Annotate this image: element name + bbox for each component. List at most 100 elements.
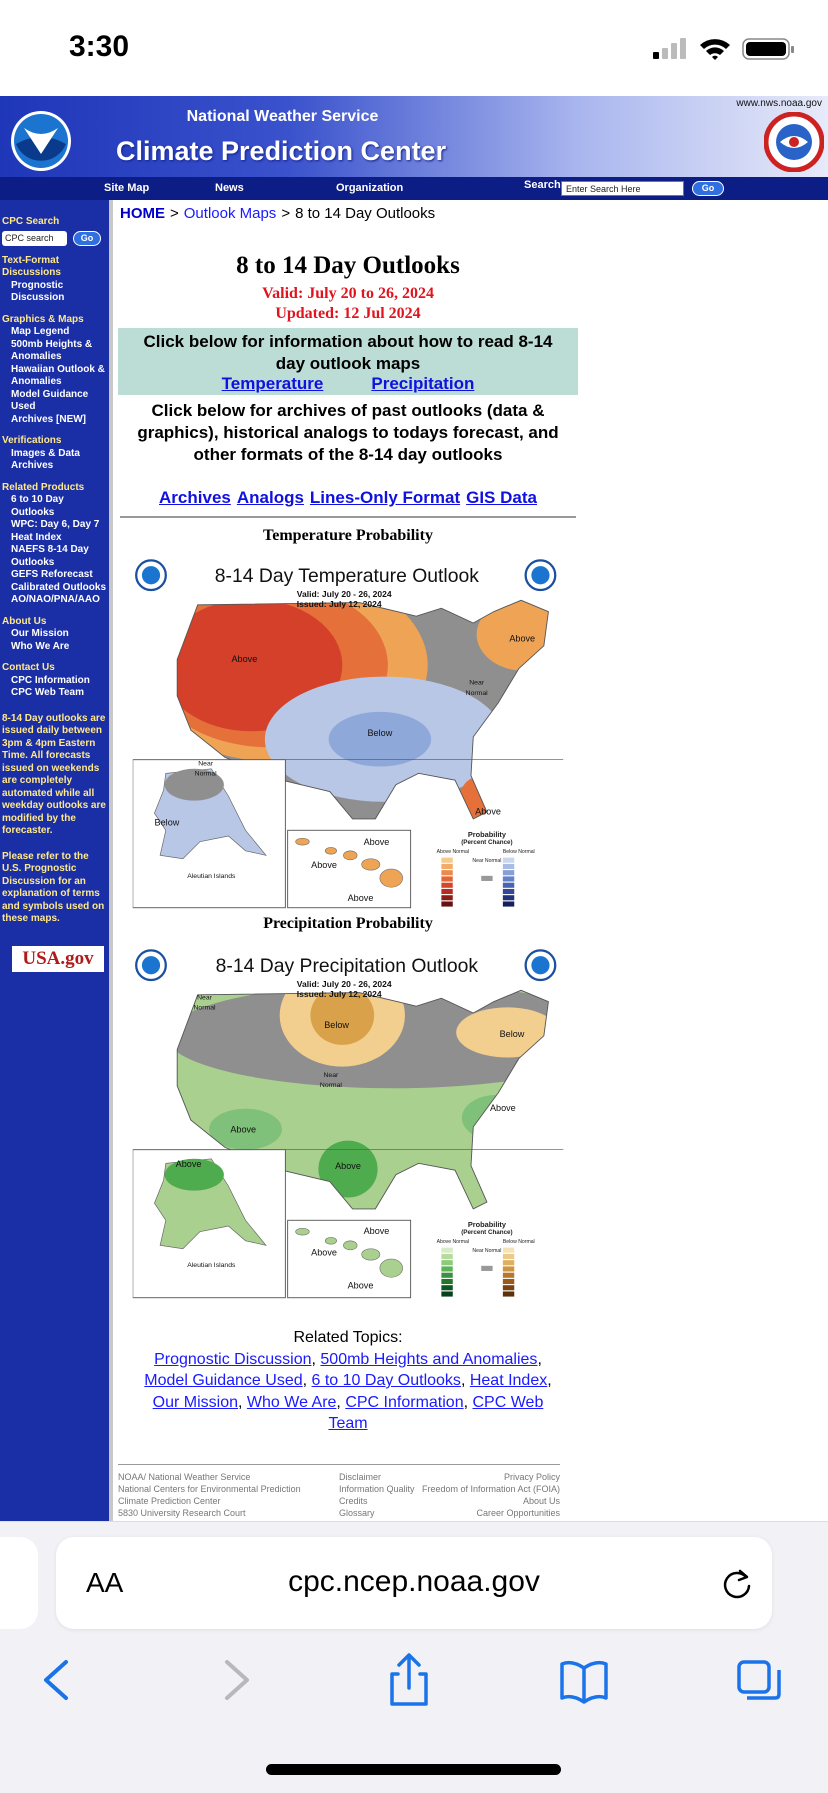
breadcrumb: HOME > Outlook Maps >8 to 14 Day Outlooks [120, 205, 435, 222]
sidebar-link[interactable]: Images & Data Archives [11, 447, 80, 472]
updated-date: Updated: 12 Jul 2024 [275, 305, 421, 322]
nav-link[interactable]: News [215, 182, 244, 194]
footer-text[interactable]: Disclaimer [339, 1472, 382, 1482]
breadcrumb-item[interactable]: Outlook Maps [183, 205, 277, 222]
probability-region [328, 711, 432, 767]
related-link[interactable]: Prognostic Discussion [154, 1350, 312, 1368]
footer-text[interactable]: About Us [522, 1496, 560, 1506]
sidebar-search-input[interactable]: CPC search [2, 230, 67, 246]
legend-swatch [441, 888, 453, 895]
legend-swatch [502, 1272, 515, 1278]
hawaii-island [361, 858, 381, 871]
previous-tab[interactable] [0, 1537, 38, 1629]
site-title: Climate Prediction Center [116, 136, 447, 166]
legend-text: Below Normal [503, 1239, 535, 1245]
noaa-logo[interactable] [10, 110, 72, 172]
sidebar-link[interactable]: 6 to 10 Day Outlooks [11, 494, 64, 518]
address-bar[interactable]: AA cpc.ncep.noaa.gov [56, 1537, 772, 1629]
address-text[interactable]: cpc.ncep.noaa.gov [288, 1565, 540, 1598]
bookmarks-button[interactable] [560, 1660, 608, 1704]
nav-link[interactable]: Organization [336, 182, 404, 194]
map-valid: Valid: July 20 - 26, 2024 [297, 589, 392, 599]
search-input[interactable]: Enter Search Here [561, 181, 684, 196]
tabs-button[interactable] [737, 1660, 781, 1700]
sidebar-search-button[interactable]: Go [73, 230, 101, 246]
sidebar-link[interactable]: Map Legend [11, 326, 70, 337]
sidebar-link[interactable]: Archives [NEW] [11, 413, 87, 425]
map-label: Above [311, 860, 337, 870]
related-link[interactable]: Our Mission [152, 1393, 238, 1411]
related-link[interactable]: 500mb Heights and Anomalies [320, 1350, 538, 1368]
nws-logo[interactable] [764, 112, 824, 172]
legend-swatch [502, 1285, 515, 1291]
sidebar-notes: 8-14 Day outlooks are issued daily betwe… [2, 713, 109, 926]
text-size-button[interactable]: AA [86, 1567, 124, 1598]
sidebar-link[interactable]: CPC Web Team [11, 687, 84, 698]
related-link[interactable]: CPC Web Team [328, 1393, 544, 1433]
related-link[interactable]: 6 to 10 Day Outlooks [311, 1372, 461, 1389]
legend-swatch [441, 1266, 453, 1272]
archive-link[interactable]: GIS Data [466, 488, 537, 507]
sidebar-heading: Related Products [2, 481, 85, 493]
footer-text[interactable]: Privacy Policy [503, 1472, 560, 1482]
sidebar-link[interactable]: Hawaiian Outlook & Anomalies [11, 363, 105, 388]
map-label: Above [335, 1161, 361, 1171]
agency-seal-center [141, 956, 161, 975]
sidebar-search: CPC search Go [2, 230, 109, 246]
sidebar-link[interactable]: AO/NAO/PNA/AAO [11, 594, 100, 605]
site-banner: National Weather Service Climate Predict… [0, 96, 828, 177]
search-button[interactable]: Go [692, 181, 724, 196]
footer-text[interactable]: Information Quality [339, 1484, 415, 1494]
map-issued: Issued: July 12, 2024 [297, 599, 382, 609]
map-title: 8-14 Day Precipitation Outlook [216, 955, 479, 977]
related-link[interactable]: Who We Are [246, 1393, 337, 1411]
related-separator: , [238, 1393, 243, 1411]
usagov-logo[interactable]: USA.gov [12, 945, 104, 972]
sidebar-link[interactable]: Prognostic Discussion [11, 279, 65, 304]
forward-button[interactable] [225, 1660, 249, 1700]
legend-swatch [502, 876, 515, 882]
sidebar-note: 8-14 Day outlooks are issued daily betwe… [2, 712, 106, 837]
sidebar-link[interactable]: NAEFS 8-14 Day Outlooks [11, 544, 89, 568]
conus-outline [176, 599, 549, 820]
related-link[interactable]: CPC Information [345, 1393, 464, 1411]
info-link[interactable]: Temperature [221, 374, 324, 393]
sidebar-link[interactable]: GEFS Reforecast Calibrated Outlooks [11, 569, 107, 593]
footer-text[interactable]: Credits [339, 1496, 368, 1506]
footer-text[interactable]: Glossary [339, 1508, 375, 1518]
footer-text[interactable]: Career Opportunities [476, 1508, 560, 1518]
legend-swatch [441, 863, 453, 870]
related-link[interactable]: Heat Index [469, 1372, 548, 1389]
breadcrumb-separator: > [170, 205, 179, 222]
sidebar-link[interactable]: WPC: Day 6, Day 7 Heat Index [11, 519, 100, 543]
breadcrumb-item[interactable]: HOME [120, 205, 165, 222]
legend-swatch [502, 857, 515, 863]
legend-swatch [502, 901, 515, 907]
archive-link[interactable]: Analogs [236, 488, 304, 507]
site-url: www.nws.noaa.gov [736, 98, 822, 109]
archive-text: Click below for archives of past outlook… [137, 401, 559, 464]
footer-right: Privacy Policy Freedom of Information Act… [360, 1471, 560, 1519]
nav-link[interactable]: Site Map [104, 182, 150, 194]
sidebar-link[interactable]: Model Guidance Used [11, 388, 89, 413]
search-label: Search [524, 179, 561, 191]
footer-divider [118, 1464, 560, 1465]
legend-swatch [441, 857, 453, 863]
hawaii-island [295, 837, 310, 846]
back-button[interactable] [44, 1660, 68, 1700]
hawaii-island [343, 850, 358, 861]
related-link[interactable]: Model Guidance Used [144, 1372, 303, 1389]
archive-link[interactable]: Lines-Only Format [309, 488, 461, 507]
footer-text[interactable]: Freedom of Information Act (FOIA) [421, 1484, 560, 1494]
archive-link[interactable]: Archives [159, 488, 231, 507]
share-button[interactable] [390, 1653, 428, 1706]
info-link[interactable]: Precipitation [371, 374, 475, 393]
sidebar-link[interactable]: Who We Are [11, 640, 70, 652]
reload-button[interactable] [720, 1567, 754, 1601]
legend-swatch [502, 1266, 515, 1272]
sidebar-link[interactable]: 500mb Heights & Anomalies [11, 338, 93, 363]
legend-swatch [441, 1291, 453, 1297]
sidebar-link[interactable]: Our Mission [11, 628, 69, 639]
sidebar-link[interactable]: CPC Information [11, 674, 90, 686]
sidebar-heading: CPC Search [2, 216, 60, 227]
